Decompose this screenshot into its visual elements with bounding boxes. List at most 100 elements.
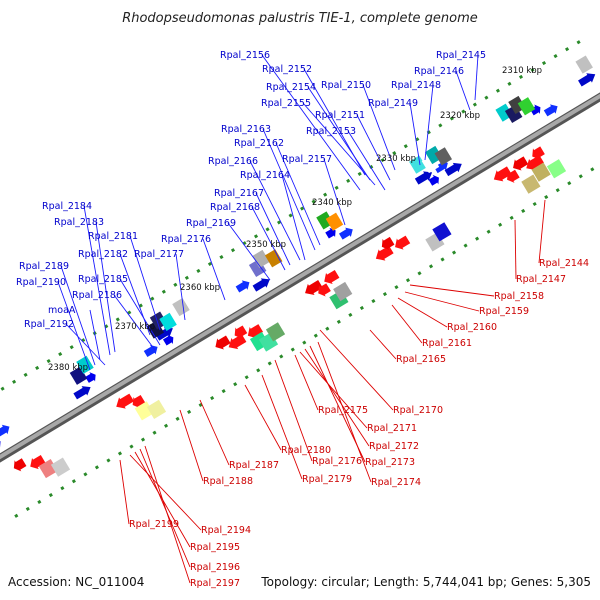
label-leader-lines: [57, 54, 546, 584]
gene-box: [146, 399, 167, 419]
tick-track-outer-dash: [323, 192, 328, 197]
gene-label[interactable]: Rpal_2180: [281, 445, 331, 456]
tick-track-inner-dash: [14, 513, 19, 518]
gene-arrow: [414, 171, 433, 185]
gene-label[interactable]: Rpal_2187: [229, 460, 279, 471]
gene-box: [409, 155, 427, 174]
tick-track-outer-dash: [173, 282, 178, 287]
gene-label[interactable]: Rpal_2184: [42, 201, 92, 212]
leader-line: [304, 348, 370, 447]
gene-label[interactable]: Rpal_2155: [261, 98, 311, 109]
tick-track-inner-dash: [48, 493, 53, 498]
genome-summary-text: Topology: circular; Length: 5,744,041 bp…: [260, 575, 591, 589]
gene-label[interactable]: Rpal_2176: [161, 234, 211, 245]
gene-label[interactable]: Rpal_2177: [134, 249, 184, 260]
gene-label[interactable]: Rpal_2156: [220, 50, 270, 61]
gene-label[interactable]: Rpal_2146: [414, 66, 464, 77]
gene-label[interactable]: Rpal_2195: [190, 542, 240, 553]
gene-label[interactable]: Rpal_2188: [203, 476, 253, 487]
gene-label[interactable]: Rpal_2186: [72, 290, 122, 301]
genome-backbone-highlight: [0, 93, 600, 460]
gene-label[interactable]: Rpal_2147: [516, 274, 566, 285]
tick-track-inner-dash: [256, 368, 261, 373]
gene-label[interactable]: Rpal_2163: [221, 124, 271, 135]
gene-label[interactable]: Rpal_2197: [190, 578, 240, 589]
gene-label[interactable]: Rpal_2190: [16, 277, 66, 288]
gene-box: [432, 222, 452, 242]
gene-arrow: [444, 162, 462, 177]
gene-label[interactable]: Rpal_2167: [214, 188, 264, 199]
kbp-tick-label: 2350 kbp: [246, 240, 286, 250]
gene-label[interactable]: Rpal_2170: [393, 405, 443, 416]
tick-track-inner-dash: [221, 389, 226, 394]
gene-arrow: [543, 104, 558, 117]
gene-label[interactable]: Rpal_2179: [302, 474, 352, 485]
gene-label[interactable]: Rpal_2181: [88, 231, 138, 242]
leader-line: [397, 297, 448, 328]
tick-track-inner-dash: [37, 499, 42, 505]
leader-line: [227, 222, 271, 281]
kbp-tick-label: 2380 kbp: [48, 363, 88, 373]
gene-label[interactable]: Rpal_2182: [78, 249, 128, 260]
gene-label[interactable]: Rpal_2196: [190, 562, 240, 573]
gene-label[interactable]: Rpal_2144: [539, 258, 589, 269]
leader-line: [262, 128, 316, 251]
gene-label[interactable]: Rpal_2183: [54, 217, 104, 228]
gene-label[interactable]: Rpal_2161: [422, 338, 472, 349]
gene-arrow: [375, 245, 394, 261]
gene-label[interactable]: Rpal_2199: [129, 519, 179, 530]
gene-label[interactable]: Rpal_2157: [282, 154, 332, 165]
tick-track-outer-dash: [219, 255, 224, 260]
leader-line: [95, 221, 116, 353]
gene-arrow: [381, 236, 395, 251]
gene-box: [425, 145, 443, 165]
tick-track-inner-dash: [290, 347, 295, 352]
gene-arrow: [578, 73, 596, 87]
leader-line: [317, 341, 372, 483]
gene-label[interactable]: Rpal_2166: [208, 156, 258, 167]
tick-track-outer-dash: [438, 123, 443, 128]
tick-track-inner-dash: [428, 264, 434, 269]
gene-label[interactable]: Rpal_2174: [371, 477, 421, 488]
gene-label[interactable]: Rpal_2152: [262, 64, 312, 75]
gene-label[interactable]: Rpal_2148: [391, 80, 441, 91]
gene-label[interactable]: Rpal_2175: [318, 405, 368, 416]
leader-line: [474, 54, 479, 101]
tick-track-inner-dash: [175, 416, 180, 421]
gene-label[interactable]: Rpal_2158: [494, 291, 544, 302]
tick-track-outer-dash: [58, 352, 63, 357]
gene-label[interactable]: Rpal_2154: [266, 82, 316, 93]
gene-label[interactable]: Rpal_2171: [367, 423, 417, 434]
gene-label[interactable]: Rpal_2185: [78, 274, 128, 285]
gene-label[interactable]: Rpal_2162: [234, 138, 284, 149]
tick-track-outer-dash: [518, 74, 524, 79]
gene-label[interactable]: Rpal_2194: [201, 525, 251, 536]
gene-label[interactable]: Rpal_2159: [479, 306, 529, 317]
gene-label[interactable]: Rpal_2149: [368, 98, 418, 109]
tick-track-inner-dash: [152, 430, 157, 435]
gene-label[interactable]: Rpal_2150: [321, 80, 371, 91]
gene-label[interactable]: Rpal_2173: [365, 457, 415, 468]
tick-track-inner-dash: [544, 195, 549, 200]
gene-arrow: [395, 235, 411, 250]
tick-track-inner-dash: [578, 174, 583, 179]
gene-label[interactable]: Rpal_2145: [436, 50, 486, 61]
track-layer: [0, 40, 600, 518]
gene-label[interactable]: Rpal_2192: [24, 319, 74, 330]
leader-line: [179, 409, 204, 482]
gene-label[interactable]: Rpal_2153: [306, 126, 356, 137]
gene-label[interactable]: Rpal_2168: [210, 202, 260, 213]
gene-label[interactable]: Rpal_2169: [186, 218, 236, 229]
tick-track-outer-dash: [230, 248, 236, 253]
gene-label[interactable]: Rpal_2189: [19, 261, 69, 272]
gene-box: [575, 55, 593, 74]
gene-label[interactable]: Rpal_2172: [369, 441, 419, 452]
gene-label[interactable]: Rpal_2151: [315, 110, 365, 121]
gene-label[interactable]: Rpal_2164: [240, 170, 290, 181]
gene-label[interactable]: Rpal_2160: [447, 322, 497, 333]
gene-label[interactable]: moaA: [48, 305, 76, 316]
gene-label[interactable]: Rpal_2165: [396, 354, 446, 365]
leader-line: [113, 294, 156, 351]
gene-label[interactable]: Rpal_2176: [312, 456, 362, 467]
